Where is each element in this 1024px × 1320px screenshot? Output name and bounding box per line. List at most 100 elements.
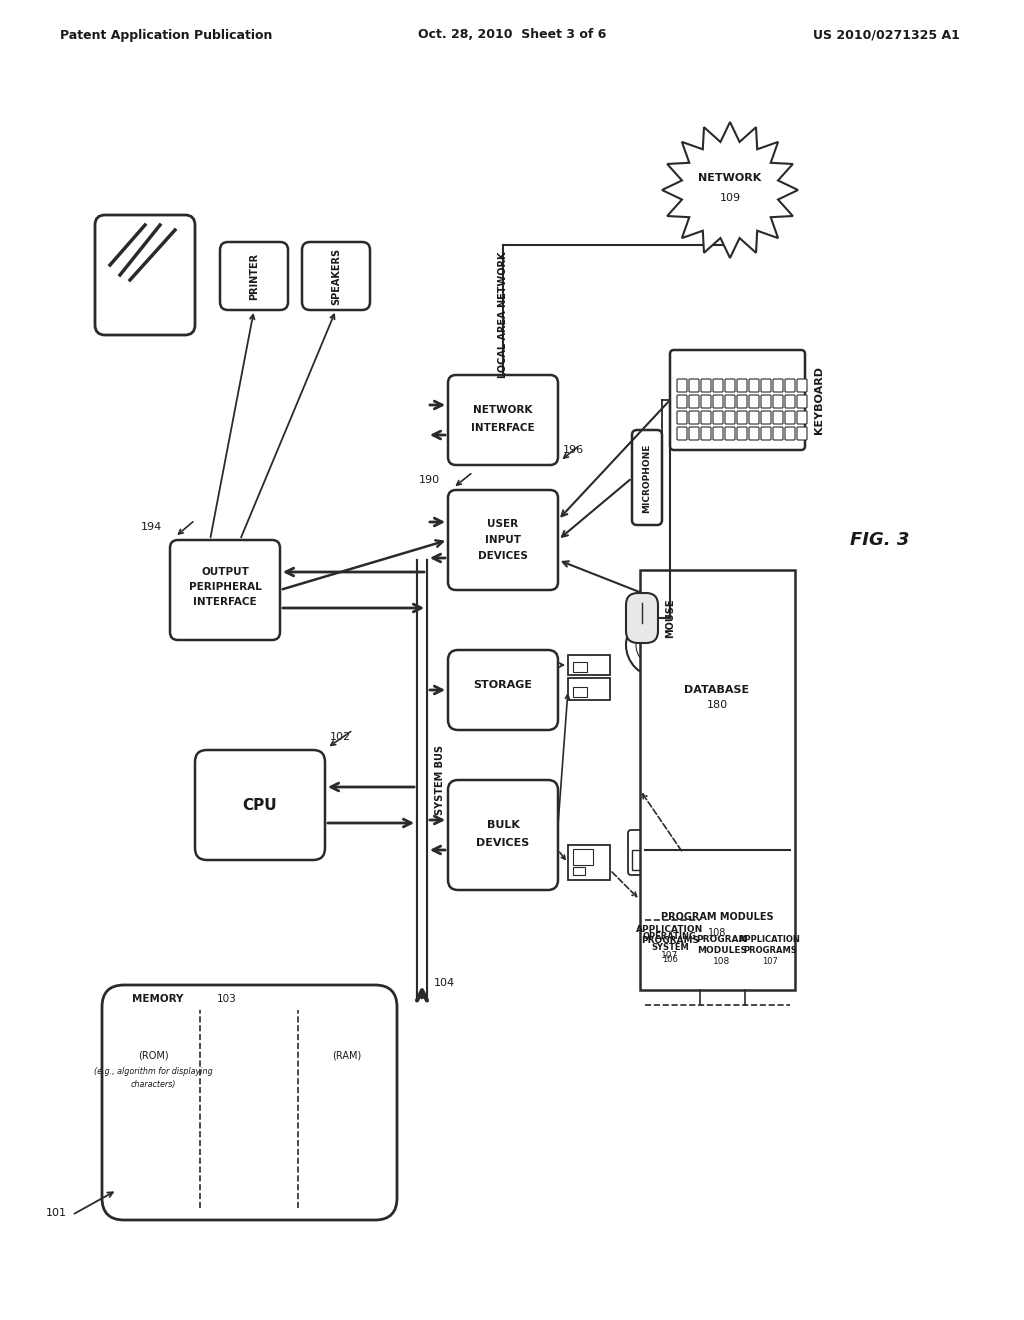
FancyBboxPatch shape bbox=[749, 426, 759, 440]
FancyBboxPatch shape bbox=[797, 395, 807, 408]
FancyBboxPatch shape bbox=[737, 426, 746, 440]
Text: 107: 107 bbox=[762, 957, 778, 966]
Bar bbox=[417, 560, 427, 1001]
Text: (ROM): (ROM) bbox=[137, 1049, 168, 1060]
FancyBboxPatch shape bbox=[170, 540, 280, 640]
FancyBboxPatch shape bbox=[701, 379, 711, 392]
FancyBboxPatch shape bbox=[785, 426, 795, 440]
Text: INTERFACE: INTERFACE bbox=[194, 597, 257, 607]
FancyBboxPatch shape bbox=[677, 411, 687, 424]
FancyBboxPatch shape bbox=[449, 780, 558, 890]
Bar bbox=[568, 845, 610, 880]
Text: PROGRAM
MODULES: PROGRAM MODULES bbox=[696, 936, 748, 954]
FancyBboxPatch shape bbox=[628, 830, 683, 875]
FancyBboxPatch shape bbox=[449, 490, 558, 590]
Text: (RAM): (RAM) bbox=[333, 1049, 361, 1060]
Text: OUTPUT: OUTPUT bbox=[201, 568, 249, 577]
FancyBboxPatch shape bbox=[195, 750, 325, 861]
FancyBboxPatch shape bbox=[761, 411, 771, 424]
FancyBboxPatch shape bbox=[449, 649, 558, 730]
FancyBboxPatch shape bbox=[689, 395, 699, 408]
Text: CPU: CPU bbox=[243, 797, 278, 813]
Bar bbox=[573, 867, 585, 875]
Bar bbox=[666, 855, 678, 867]
Text: (e.g., algorithm for displaying: (e.g., algorithm for displaying bbox=[93, 1068, 212, 1077]
FancyBboxPatch shape bbox=[773, 395, 783, 408]
FancyBboxPatch shape bbox=[701, 426, 711, 440]
FancyBboxPatch shape bbox=[773, 426, 783, 440]
Bar bbox=[640, 570, 795, 990]
FancyBboxPatch shape bbox=[785, 379, 795, 392]
FancyBboxPatch shape bbox=[701, 395, 711, 408]
FancyBboxPatch shape bbox=[749, 411, 759, 424]
FancyBboxPatch shape bbox=[102, 985, 397, 1220]
Text: PERIPHERAL: PERIPHERAL bbox=[188, 582, 261, 591]
FancyBboxPatch shape bbox=[626, 593, 658, 643]
Polygon shape bbox=[662, 121, 798, 257]
FancyBboxPatch shape bbox=[749, 395, 759, 408]
FancyBboxPatch shape bbox=[773, 411, 783, 424]
Text: 101: 101 bbox=[46, 1208, 67, 1218]
FancyBboxPatch shape bbox=[725, 395, 735, 408]
FancyBboxPatch shape bbox=[689, 411, 699, 424]
FancyBboxPatch shape bbox=[737, 411, 746, 424]
Text: MEMORY: MEMORY bbox=[132, 994, 183, 1005]
Text: NETWORK: NETWORK bbox=[698, 173, 762, 183]
FancyBboxPatch shape bbox=[689, 379, 699, 392]
Text: PROGRAM MODULES: PROGRAM MODULES bbox=[660, 912, 773, 921]
FancyBboxPatch shape bbox=[449, 375, 558, 465]
FancyBboxPatch shape bbox=[797, 379, 807, 392]
FancyBboxPatch shape bbox=[677, 379, 687, 392]
FancyBboxPatch shape bbox=[689, 426, 699, 440]
FancyBboxPatch shape bbox=[677, 395, 687, 408]
FancyBboxPatch shape bbox=[670, 350, 805, 450]
FancyBboxPatch shape bbox=[725, 411, 735, 424]
Text: NETWORK: NETWORK bbox=[473, 405, 532, 414]
Text: APPLICATION
PROGRAMS: APPLICATION PROGRAMS bbox=[636, 925, 703, 945]
Text: 108: 108 bbox=[708, 928, 726, 939]
Text: LOCAL AREA NETWORK: LOCAL AREA NETWORK bbox=[498, 252, 508, 379]
Bar bbox=[568, 655, 610, 675]
Text: INPUT: INPUT bbox=[485, 535, 521, 545]
Circle shape bbox=[653, 640, 663, 649]
FancyBboxPatch shape bbox=[749, 379, 759, 392]
Text: MOUSE: MOUSE bbox=[665, 598, 675, 638]
Text: 180: 180 bbox=[707, 700, 728, 710]
Text: 103: 103 bbox=[217, 994, 237, 1005]
Bar bbox=[573, 849, 593, 865]
Text: 190: 190 bbox=[419, 475, 440, 484]
FancyBboxPatch shape bbox=[761, 379, 771, 392]
Text: 104: 104 bbox=[434, 978, 455, 987]
Text: 196: 196 bbox=[563, 445, 584, 455]
FancyBboxPatch shape bbox=[737, 379, 746, 392]
Text: 102: 102 bbox=[330, 733, 351, 742]
Text: US 2010/0271325 A1: US 2010/0271325 A1 bbox=[813, 29, 961, 41]
FancyBboxPatch shape bbox=[785, 411, 795, 424]
FancyBboxPatch shape bbox=[725, 426, 735, 440]
Text: BULK: BULK bbox=[486, 820, 519, 830]
FancyBboxPatch shape bbox=[632, 430, 662, 525]
Text: 109: 109 bbox=[720, 193, 740, 203]
Text: SYSTEM BUS: SYSTEM BUS bbox=[435, 744, 445, 814]
Text: DATABASE: DATABASE bbox=[684, 685, 750, 696]
FancyBboxPatch shape bbox=[713, 395, 723, 408]
Text: USER: USER bbox=[487, 519, 518, 529]
Text: DEVICES: DEVICES bbox=[478, 550, 528, 561]
FancyBboxPatch shape bbox=[220, 242, 288, 310]
Text: INTERFACE: INTERFACE bbox=[471, 422, 535, 433]
Text: 194: 194 bbox=[140, 521, 162, 532]
Text: STORAGE: STORAGE bbox=[473, 680, 532, 690]
Text: DEVICES: DEVICES bbox=[476, 838, 529, 847]
FancyBboxPatch shape bbox=[737, 395, 746, 408]
FancyBboxPatch shape bbox=[677, 426, 687, 440]
Text: Patent Application Publication: Patent Application Publication bbox=[60, 29, 272, 41]
Bar bbox=[568, 678, 610, 700]
Text: 107: 107 bbox=[662, 950, 679, 960]
FancyBboxPatch shape bbox=[725, 379, 735, 392]
Text: FIG. 3: FIG. 3 bbox=[850, 531, 909, 549]
Text: SPEAKERS: SPEAKERS bbox=[331, 247, 341, 305]
FancyBboxPatch shape bbox=[797, 411, 807, 424]
FancyBboxPatch shape bbox=[797, 426, 807, 440]
Text: OPERATING
SYSTEM: OPERATING SYSTEM bbox=[643, 932, 697, 952]
Text: APPLICATION
PROGRAMS: APPLICATION PROGRAMS bbox=[739, 936, 801, 954]
